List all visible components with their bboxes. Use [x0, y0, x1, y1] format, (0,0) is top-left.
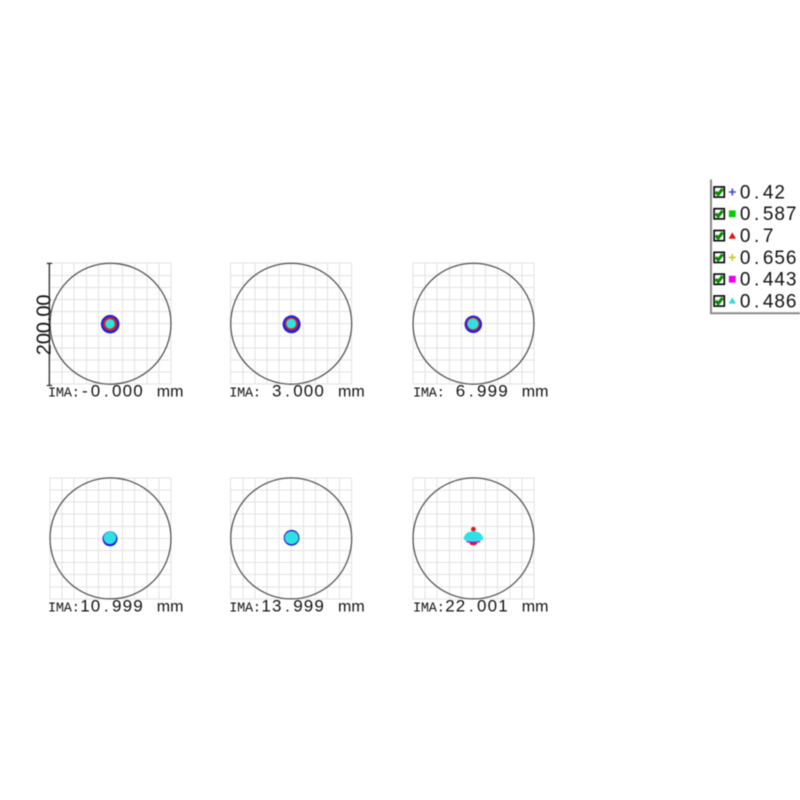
svg-text:0.486: 0.486 — [740, 291, 797, 312]
svg-text:mm: mm — [157, 384, 184, 401]
svg-text:13.999: 13.999 — [261, 596, 323, 615]
svg-text:10.999: 10.999 — [80, 596, 142, 615]
svg-text:-0.000: -0.000 — [82, 382, 143, 401]
svg-text:mm: mm — [157, 598, 184, 615]
svg-text:mm: mm — [522, 384, 549, 401]
svg-text:0.587: 0.587 — [740, 204, 797, 225]
svg-text:200.00: 200.00 — [33, 295, 55, 356]
svg-text:IMA:: IMA: — [48, 601, 80, 616]
svg-text:0.656: 0.656 — [740, 248, 797, 269]
svg-text:mm: mm — [522, 598, 549, 615]
svg-text:IMA:: IMA: — [413, 387, 445, 402]
svg-text:0.443: 0.443 — [740, 270, 797, 291]
svg-text:0.42: 0.42 — [740, 182, 785, 203]
svg-text:IMA:: IMA: — [229, 601, 261, 616]
svg-text:IMA:: IMA: — [48, 387, 80, 402]
svg-text:6.999: 6.999 — [456, 382, 508, 401]
svg-text:3.000: 3.000 — [272, 382, 324, 401]
svg-text:IMA:: IMA: — [413, 601, 445, 616]
svg-text:22.001: 22.001 — [445, 596, 507, 615]
svg-text:0.7: 0.7 — [740, 226, 774, 247]
svg-text:mm: mm — [338, 598, 365, 615]
svg-text:mm: mm — [338, 384, 365, 401]
svg-text:IMA:: IMA: — [229, 387, 261, 402]
